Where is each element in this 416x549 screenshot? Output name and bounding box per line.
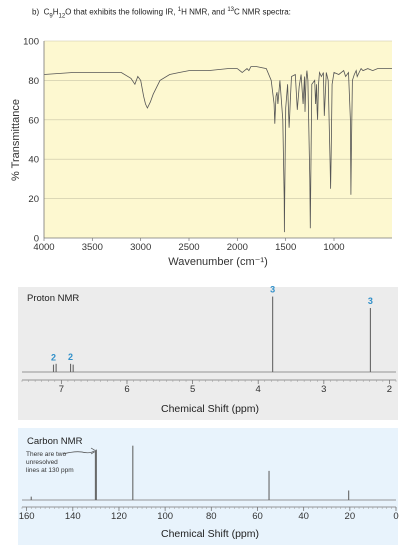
ir-y-tick-label: 60 xyxy=(28,115,39,126)
nmr-x-tick-label: 2 xyxy=(387,384,392,395)
peak-integration-label: 3 xyxy=(270,285,275,295)
nmr-x-tick-label: 7 xyxy=(59,384,64,395)
annotation-line-3: lines at 130 ppm xyxy=(26,467,74,474)
ir-x-tick-label: 2500 xyxy=(178,242,199,253)
proton-nmr-axis-ticks: 7 6 5 4 3 2 xyxy=(21,379,397,395)
ir-y-tick-label: 40 xyxy=(28,155,39,166)
ir-y-tick-label: 20 xyxy=(28,194,39,205)
ir-spectrum: 0 20 40 60 80 100 4000 3500 3000 2500 2000 1500 1000… xyxy=(10,37,392,268)
question-text: b) C9H12O that exhibits the following IR… xyxy=(32,7,291,20)
annotation-line-1: There are two xyxy=(26,451,66,458)
ir-x-tick-label: 3000 xyxy=(130,242,151,253)
proton-nmr-x-axis-label: Chemical Shift (ppm) xyxy=(161,403,259,415)
nmr-x-tick-label: 40 xyxy=(298,511,309,522)
carbon-nmr-x-axis-label: Chemical Shift (ppm) xyxy=(161,528,259,540)
proton-nmr-panel xyxy=(18,287,398,420)
carbon-nmr-peaks xyxy=(22,445,396,501)
carbon-nmr-spectrum: Carbon NMR There are two unresolved line… xyxy=(18,428,399,545)
ir-plot-area xyxy=(44,41,392,238)
ir-x-axis-label: Wavenumber (cm⁻¹) xyxy=(168,256,268,268)
peak-integration-label: 3 xyxy=(368,296,373,306)
nmr-x-tick-label: 3 xyxy=(321,384,326,395)
nmr-x-tick-label: 6 xyxy=(124,384,129,395)
ir-x-tick-label: 1500 xyxy=(275,242,296,253)
nmr-x-tick-label: 4 xyxy=(256,384,261,395)
proton-nmr-title: Proton NMR xyxy=(27,293,79,304)
peak-integration-label: 2 xyxy=(68,352,73,362)
ir-x-tick-label: 2000 xyxy=(227,242,248,253)
ir-axis-ticks: 0 20 40 60 80 100 4000 3500 3000 2500 2000 1500 1000 xyxy=(23,37,344,254)
nmr-x-tick-label: 140 xyxy=(65,511,81,522)
carbon-nmr-axis-ticks: 160 140 120 100 80 60 40 20 0 xyxy=(19,506,399,522)
ir-spectrum-line xyxy=(43,66,392,233)
ir-x-tick-label: 1000 xyxy=(323,242,344,253)
annotation-line-2: unresolved xyxy=(26,459,58,466)
nmr-x-tick-label: 0 xyxy=(393,511,398,522)
proton-nmr-peaks: 2 2 3 3 xyxy=(22,285,396,373)
ir-gridlines xyxy=(44,40,392,199)
carbon-nmr-title: Carbon NMR xyxy=(27,436,83,447)
peak-integration-label: 2 xyxy=(51,353,56,363)
nmr-x-tick-label: 100 xyxy=(157,511,173,522)
proton-nmr-spectrum: Proton NMR 2 2 3 3 7 6 5 4 3 2 Chemical Shift (p… xyxy=(18,285,398,420)
nmr-x-tick-label: 5 xyxy=(190,384,195,395)
annotation-arrow xyxy=(62,450,95,455)
ir-y-tick-label: 80 xyxy=(28,76,39,87)
nmr-x-tick-label: 20 xyxy=(345,511,356,522)
carbon-nmr-panel xyxy=(18,428,398,545)
nmr-x-tick-label: 80 xyxy=(206,511,217,522)
nmr-x-tick-label: 60 xyxy=(252,511,263,522)
ir-x-tick-label: 3500 xyxy=(82,242,103,253)
nmr-x-tick-label: 120 xyxy=(111,511,127,522)
ir-y-axis-label: % Transmittance xyxy=(10,99,22,181)
ir-y-tick-label: 100 xyxy=(23,37,39,48)
ir-x-tick-label: 4000 xyxy=(33,242,54,253)
ir-y-tick-label: 0 xyxy=(34,234,39,245)
nmr-x-tick-label: 160 xyxy=(19,511,35,522)
